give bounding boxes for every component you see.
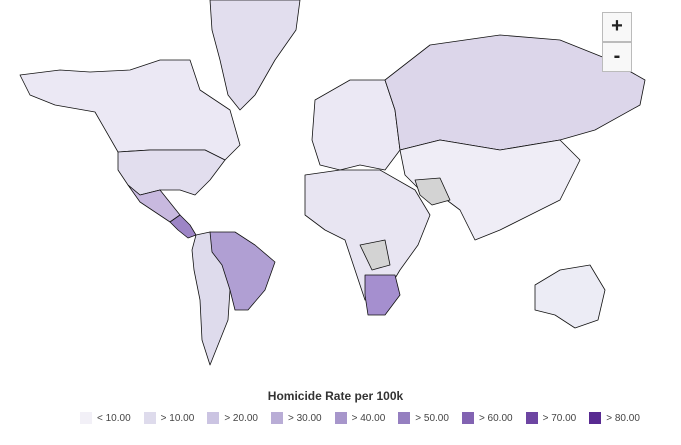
legend-label: > 40.00 xyxy=(351,412,386,424)
legend-swatch xyxy=(589,412,602,424)
legend-swatch xyxy=(270,412,283,424)
legend-swatch xyxy=(80,412,92,424)
legend-label: > 80.00 xyxy=(606,412,640,424)
usa xyxy=(117,149,226,196)
legend-swatch xyxy=(207,412,220,424)
legend-item: > 10.00 xyxy=(143,412,195,424)
legend-swatch xyxy=(398,412,411,424)
legend-swatch xyxy=(525,412,538,424)
legend-item: < 10.00 xyxy=(80,412,131,424)
australia xyxy=(534,264,606,329)
legend-label: > 30.00 xyxy=(287,412,322,424)
legend: < 10.00 > 10.00 > 20.00 > 30.00 > 40.00 > 50.… xyxy=(80,412,640,424)
brazil xyxy=(209,231,276,311)
europe xyxy=(311,79,401,171)
legend-swatch xyxy=(334,412,347,424)
legend-item: > 30.00 xyxy=(270,412,322,424)
legend-item: > 70.00 xyxy=(525,412,577,424)
southern-africa xyxy=(364,274,401,316)
legend-label: > 70.00 xyxy=(542,412,577,424)
legend-swatch xyxy=(143,412,156,424)
greenland xyxy=(209,0,301,111)
legend-label: > 10.00 xyxy=(160,412,195,424)
middle-east xyxy=(414,177,451,206)
zoom-in[interactable]: + xyxy=(602,12,632,42)
legend-label: > 20.00 xyxy=(224,412,258,424)
zoom-out[interactable]: - xyxy=(602,42,632,72)
legend-item: > 40.00 xyxy=(334,412,386,424)
canada xyxy=(19,59,241,161)
legend-item: > 50.00 xyxy=(398,412,449,424)
legend-swatch xyxy=(461,412,474,424)
legend-label: < 10.00 xyxy=(97,412,131,424)
legend-item: > 20.00 xyxy=(207,412,258,424)
legend-label: > 60.00 xyxy=(478,412,513,424)
world-map xyxy=(19,0,646,366)
legend-item: > 60.00 xyxy=(461,412,513,424)
central-africa xyxy=(359,239,391,271)
legend-title: Homicide Rate per 100k xyxy=(267,389,404,403)
legend-item: > 80.00 xyxy=(589,412,640,424)
legend-label: > 50.00 xyxy=(415,412,449,424)
